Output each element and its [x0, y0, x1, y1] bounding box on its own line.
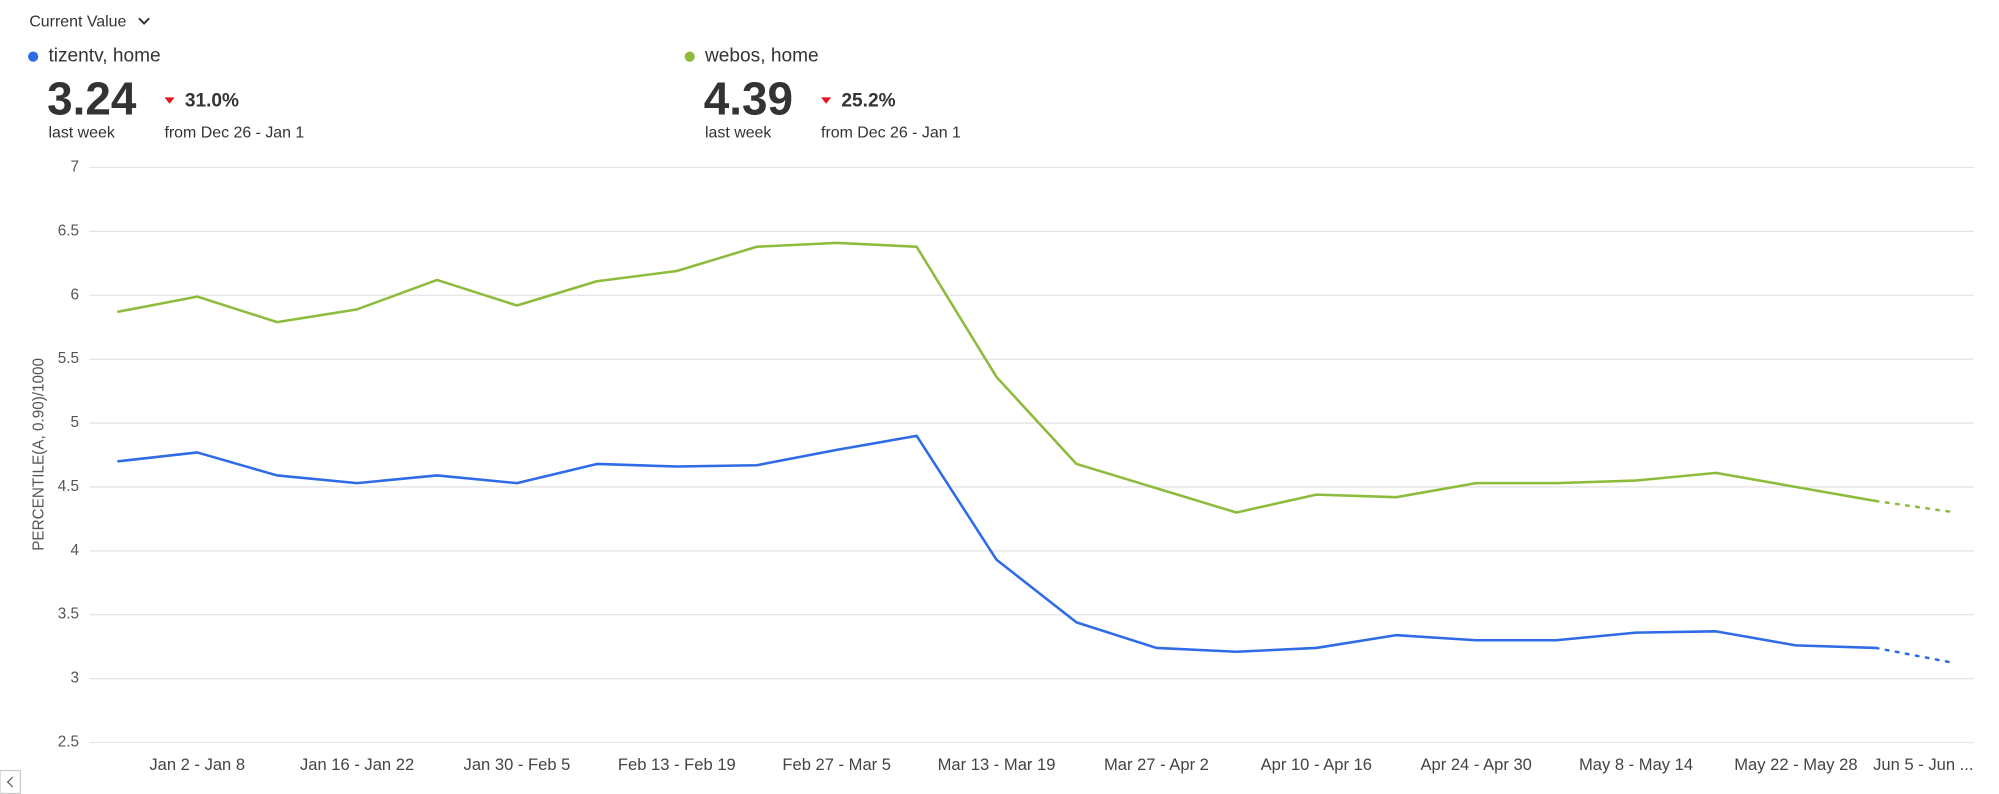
down-arrow [164, 97, 175, 104]
y-tick-label: 6 [71, 286, 80, 303]
y-tick-label: 4.5 [58, 478, 79, 495]
legend-label: tizentv, home [48, 46, 160, 67]
legend-dot [28, 51, 39, 62]
current-value: 3.24 [47, 73, 137, 125]
x-tick-label: Apr 10 - Apr 16 [1261, 755, 1372, 774]
collapse-button[interactable] [0, 769, 22, 794]
series-line [117, 241, 1877, 514]
series-line-partial [1874, 499, 1958, 514]
period: last week [48, 124, 114, 141]
series-line-partial [1874, 646, 1958, 665]
legend-dot [684, 51, 695, 62]
x-tick-label: Jan 2 - Jan 8 [149, 755, 245, 774]
y-tick-label: 4 [71, 542, 80, 559]
period: last week [705, 124, 771, 141]
x-tick-label: May 22 - May 28 [1734, 755, 1857, 774]
x-tick-label: Mar 13 - Mar 19 [938, 755, 1056, 774]
comparison: from Dec 26 - Jan 1 [821, 124, 961, 141]
x-tick-label: Jan 30 - Feb 5 [464, 755, 571, 774]
series-line [117, 434, 1876, 654]
legend-label: webos, home [704, 46, 819, 67]
y-tick-label: 3.5 [58, 606, 79, 623]
current-value: 4.39 [704, 73, 793, 125]
x-tick-label: Feb 27 - Mar 5 [782, 755, 891, 774]
x-tick-label: May 8 - May 14 [1579, 755, 1693, 774]
x-tick-label: Jan 16 - Jan 22 [300, 755, 414, 774]
comparison: from Dec 26 - Jan 1 [164, 124, 304, 141]
y-tick-label: 6.5 [58, 222, 79, 239]
metric-selector[interactable]: Current Value [29, 13, 126, 30]
y-axis-label: PERCENTILE(A, 0.90)/1000 [31, 358, 48, 551]
y-tick-label: 3 [71, 670, 80, 687]
x-tick-label: Mar 27 - Apr 2 [1104, 755, 1209, 774]
y-tick-label: 2.5 [58, 734, 79, 751]
y-tick-label: 5.5 [58, 350, 79, 367]
y-tick-label: 7 [71, 159, 80, 176]
x-tick-label: Jun 5 - Jun ... [1873, 755, 1973, 774]
x-tick-label: Apr 24 - Apr 30 [1420, 755, 1531, 774]
down-arrow [821, 97, 832, 104]
collapse-icon[interactable] [6, 776, 14, 788]
chevron[interactable] [138, 17, 150, 25]
y-tick-label: 5 [71, 414, 80, 431]
change: 25.2% [841, 90, 895, 111]
change: 31.0% [185, 90, 239, 111]
x-tick-label: Feb 13 - Feb 19 [618, 755, 736, 774]
